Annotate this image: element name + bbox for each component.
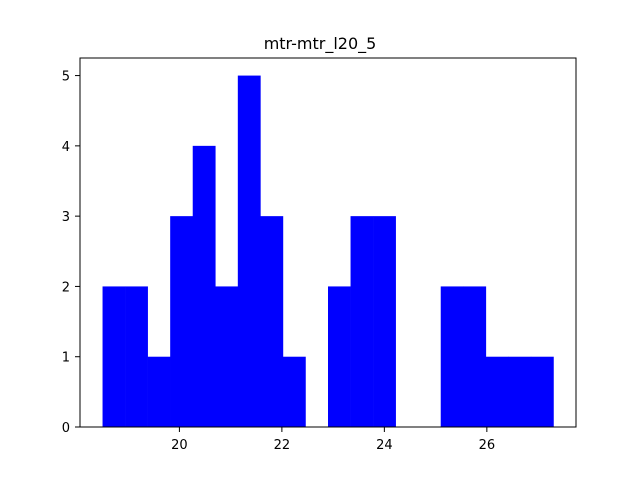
x-tick-label: 20 bbox=[171, 438, 188, 453]
x-axis-ticks: 20 22 24 26 bbox=[171, 427, 495, 453]
histogram-bar-3 bbox=[170, 216, 194, 427]
plot-frame bbox=[79, 57, 577, 428]
histogram-bar-16 bbox=[463, 286, 487, 427]
y-tick-label: 5 bbox=[62, 70, 70, 85]
y-tick-label: 1 bbox=[62, 351, 70, 366]
histogram-bar-5 bbox=[215, 286, 239, 427]
histogram-bar-2 bbox=[147, 356, 171, 427]
y-tick-label: 2 bbox=[62, 280, 70, 295]
histogram-bar-6 bbox=[237, 75, 261, 428]
x-tick-label: 24 bbox=[376, 438, 393, 453]
histogram-bar-7 bbox=[260, 216, 284, 427]
histogram-bar-11 bbox=[350, 216, 374, 427]
y-tick-label: 4 bbox=[62, 140, 70, 155]
histogram-bar-0 bbox=[102, 286, 126, 427]
histogram-bar-15 bbox=[440, 286, 464, 427]
x-tick-label: 22 bbox=[274, 438, 291, 453]
x-tick-label: 26 bbox=[479, 438, 496, 453]
y-tick-label: 3 bbox=[62, 210, 70, 225]
histogram-bar-4 bbox=[192, 145, 216, 427]
histogram-bar-8 bbox=[282, 356, 306, 427]
histogram-bar-19 bbox=[530, 356, 554, 427]
histogram-bar-1 bbox=[125, 286, 148, 427]
chart-title: mtr-mtr_l20_5 bbox=[264, 34, 377, 54]
histogram-bar-18 bbox=[508, 356, 532, 427]
histogram-bar-10 bbox=[328, 286, 351, 427]
histogram-bar-17 bbox=[485, 356, 509, 427]
bars-group bbox=[102, 75, 554, 428]
y-axis-ticks: 0 1 2 3 4 5 bbox=[62, 70, 80, 436]
histogram-bar-12 bbox=[373, 216, 396, 427]
y-tick-label: 0 bbox=[62, 421, 70, 436]
